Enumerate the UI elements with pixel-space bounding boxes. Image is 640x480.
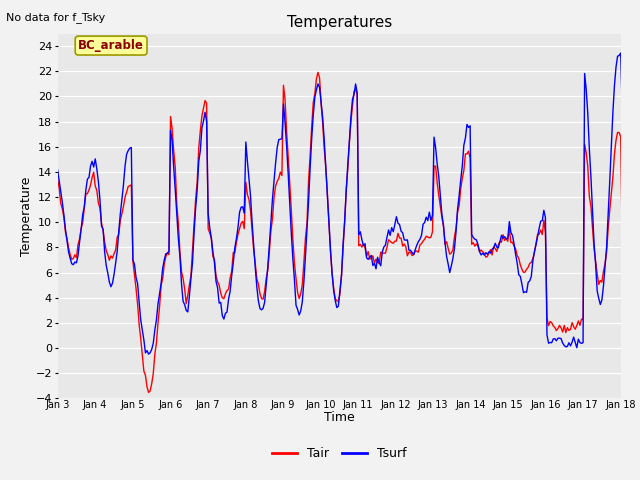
- Tair: [145, 390, 152, 396]
- Title: Temperatures: Temperatures: [287, 15, 392, 30]
- Tair: [366, 256, 374, 262]
- Tsurf: [54, 167, 61, 173]
- Tsurf: [74, 253, 82, 259]
- Tair: [575, 318, 582, 324]
- Tsurf: [93, 166, 100, 172]
- Tsurf: [484, 251, 492, 257]
- Tair: [93, 188, 100, 193]
- Text: No data for f_Tsky: No data for f_Tsky: [6, 12, 106, 23]
- Line: Tsurf: Tsurf: [58, 53, 640, 354]
- Tair: [485, 250, 493, 256]
- Tair: [54, 177, 61, 182]
- Tsurf: [617, 50, 625, 56]
- X-axis label: Time: Time: [324, 411, 355, 424]
- Tair: [314, 70, 322, 75]
- Legend: Tair, Tsurf: Tair, Tsurf: [267, 442, 412, 465]
- Tsurf: [573, 345, 580, 350]
- Tair: [74, 242, 82, 248]
- Tsurf: [145, 351, 152, 357]
- Line: Tair: Tair: [58, 72, 640, 393]
- Tsurf: [364, 256, 372, 262]
- Y-axis label: Temperature: Temperature: [20, 176, 33, 256]
- Text: BC_arable: BC_arable: [78, 39, 144, 52]
